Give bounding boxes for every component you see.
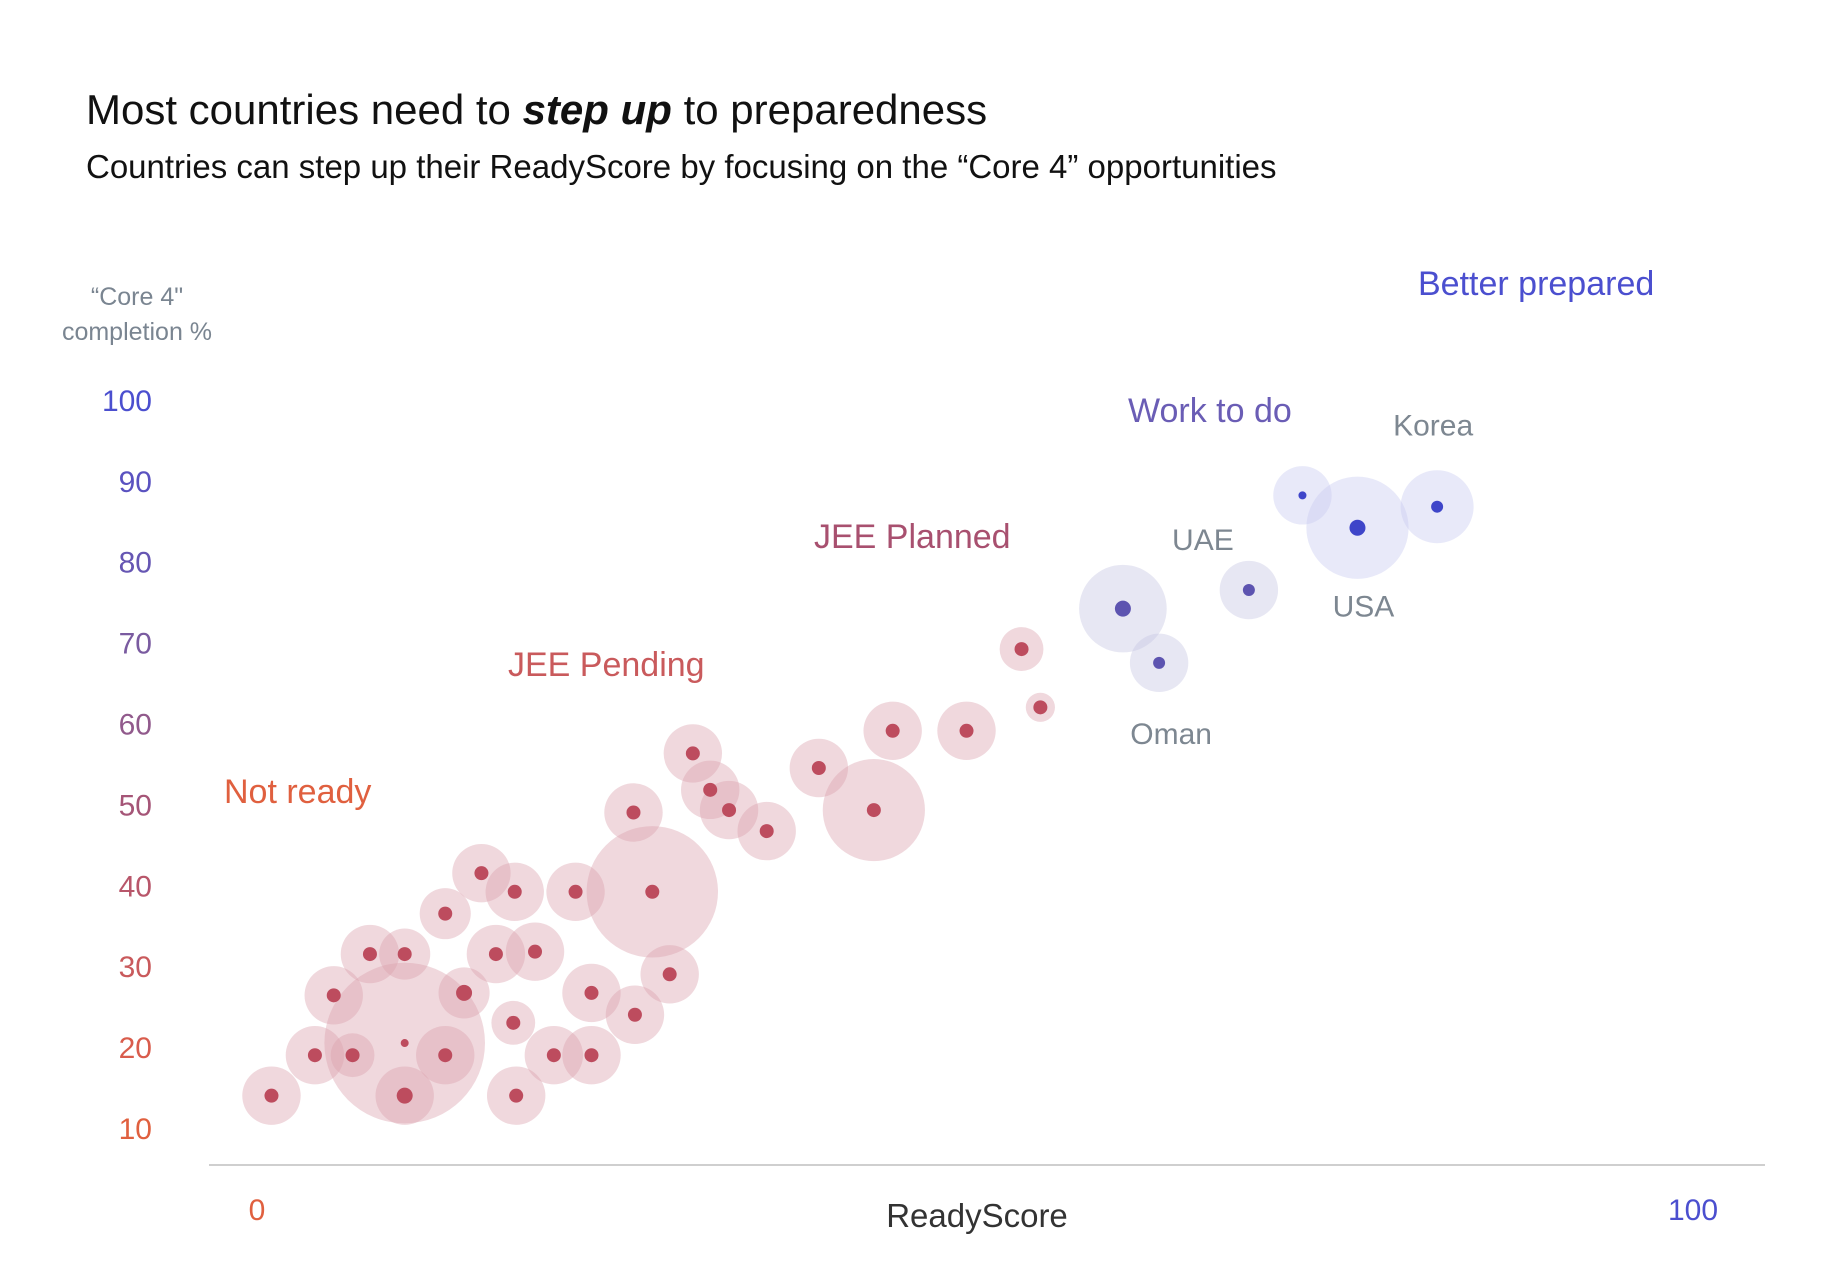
y-tick-label: 30 <box>119 951 152 984</box>
bubble-dot <box>488 947 503 962</box>
bubble-dot <box>456 984 473 1001</box>
bubble-dot <box>584 1048 599 1063</box>
bubble-dot <box>722 803 737 818</box>
bubble-dot <box>866 803 881 818</box>
bubble-dot <box>362 947 377 962</box>
group-label: Not ready <box>224 773 371 811</box>
bubble-dot <box>1153 656 1166 669</box>
bubble-dot <box>627 1007 642 1022</box>
y-axis-title: “Core 4" completion % <box>40 280 234 350</box>
bubble-dot <box>1014 642 1029 657</box>
bubble-dot <box>645 884 660 899</box>
group-label: Better prepared <box>1418 265 1654 303</box>
bubble-dot <box>626 805 641 820</box>
x-tick-labels: 0 100 <box>249 1194 1718 1227</box>
y-axis-title-line1: “Core 4" <box>90 283 184 311</box>
bubble-dots <box>264 491 1444 1104</box>
bubble-dot <box>568 884 583 899</box>
y-tick-label: 100 <box>102 385 152 418</box>
y-tick-label: 10 <box>119 1113 152 1146</box>
bubble-dot <box>474 866 489 881</box>
bubble-dot <box>507 884 522 899</box>
y-tick-label: 50 <box>119 789 152 822</box>
y-tick-label: 40 <box>119 870 152 903</box>
x-tick-label: 100 <box>1668 1194 1718 1227</box>
bubble-dot <box>438 1048 453 1063</box>
bubble-dot <box>703 782 718 797</box>
x-axis-title: ReadyScore <box>886 1197 1068 1234</box>
bubble-dot <box>959 723 974 738</box>
bubble-dot <box>438 906 453 921</box>
bubble-dot <box>326 988 341 1003</box>
bubble-dot <box>1242 584 1255 597</box>
y-tick-label: 20 <box>119 1032 152 1065</box>
bubble-dot <box>1349 519 1366 536</box>
bubble-dot <box>397 947 412 962</box>
group-label: Work to do <box>1128 392 1292 430</box>
bubble-dot <box>264 1088 279 1103</box>
bubble-dot <box>1033 700 1048 715</box>
bubble-dot <box>1298 491 1307 500</box>
bubble-dot <box>509 1088 524 1103</box>
chart-title: Most countries need to step up to prepar… <box>86 86 987 134</box>
bubble-dot <box>885 723 900 738</box>
bubble-halos <box>242 466 1474 1125</box>
chart-title-part1: Most countries need to <box>86 86 523 133</box>
country-label: Oman <box>1130 718 1212 751</box>
group-label: JEE Pending <box>508 646 705 684</box>
bubble-dot <box>400 1039 409 1048</box>
y-tick-label: 80 <box>119 547 152 580</box>
group-label: JEE Planned <box>814 518 1011 556</box>
bubble-dot <box>345 1048 360 1063</box>
y-tick-labels: 10 20 30 40 50 60 70 80 90 100 <box>102 385 152 1146</box>
bubble-dot <box>584 985 599 1000</box>
y-tick-label: 60 <box>119 709 152 742</box>
bubble-dot <box>307 1048 322 1063</box>
bubble-dot <box>506 1015 521 1030</box>
bubble-dot <box>759 824 774 839</box>
bubble-dot <box>685 746 700 761</box>
country-label: UAE <box>1172 524 1234 557</box>
x-tick-label: 0 <box>249 1194 266 1227</box>
bubble-dot <box>1431 500 1444 513</box>
bubble-dot <box>1114 600 1131 617</box>
bubble-dot <box>396 1087 413 1104</box>
chart-title-emphasis: step up <box>522 86 672 133</box>
y-axis-title-line2: completion % <box>61 318 213 346</box>
bubble-dot <box>662 967 677 982</box>
chart-subtitle: Countries can step up their ReadyScore b… <box>86 148 1277 185</box>
bubble-dot <box>528 944 543 959</box>
bubble-dot <box>546 1048 561 1063</box>
bubble-dot <box>811 760 826 775</box>
group-labels: Not ready JEE Pending JEE Planned Work to d… <box>224 265 1654 811</box>
country-labels: Oman UAE USA Korea <box>1130 410 1473 751</box>
y-tick-label: 90 <box>119 466 152 499</box>
chart-title-part2: to preparedness <box>671 86 988 133</box>
country-label: USA <box>1333 591 1395 624</box>
country-label: Korea <box>1393 410 1473 443</box>
y-tick-label: 70 <box>119 628 152 661</box>
